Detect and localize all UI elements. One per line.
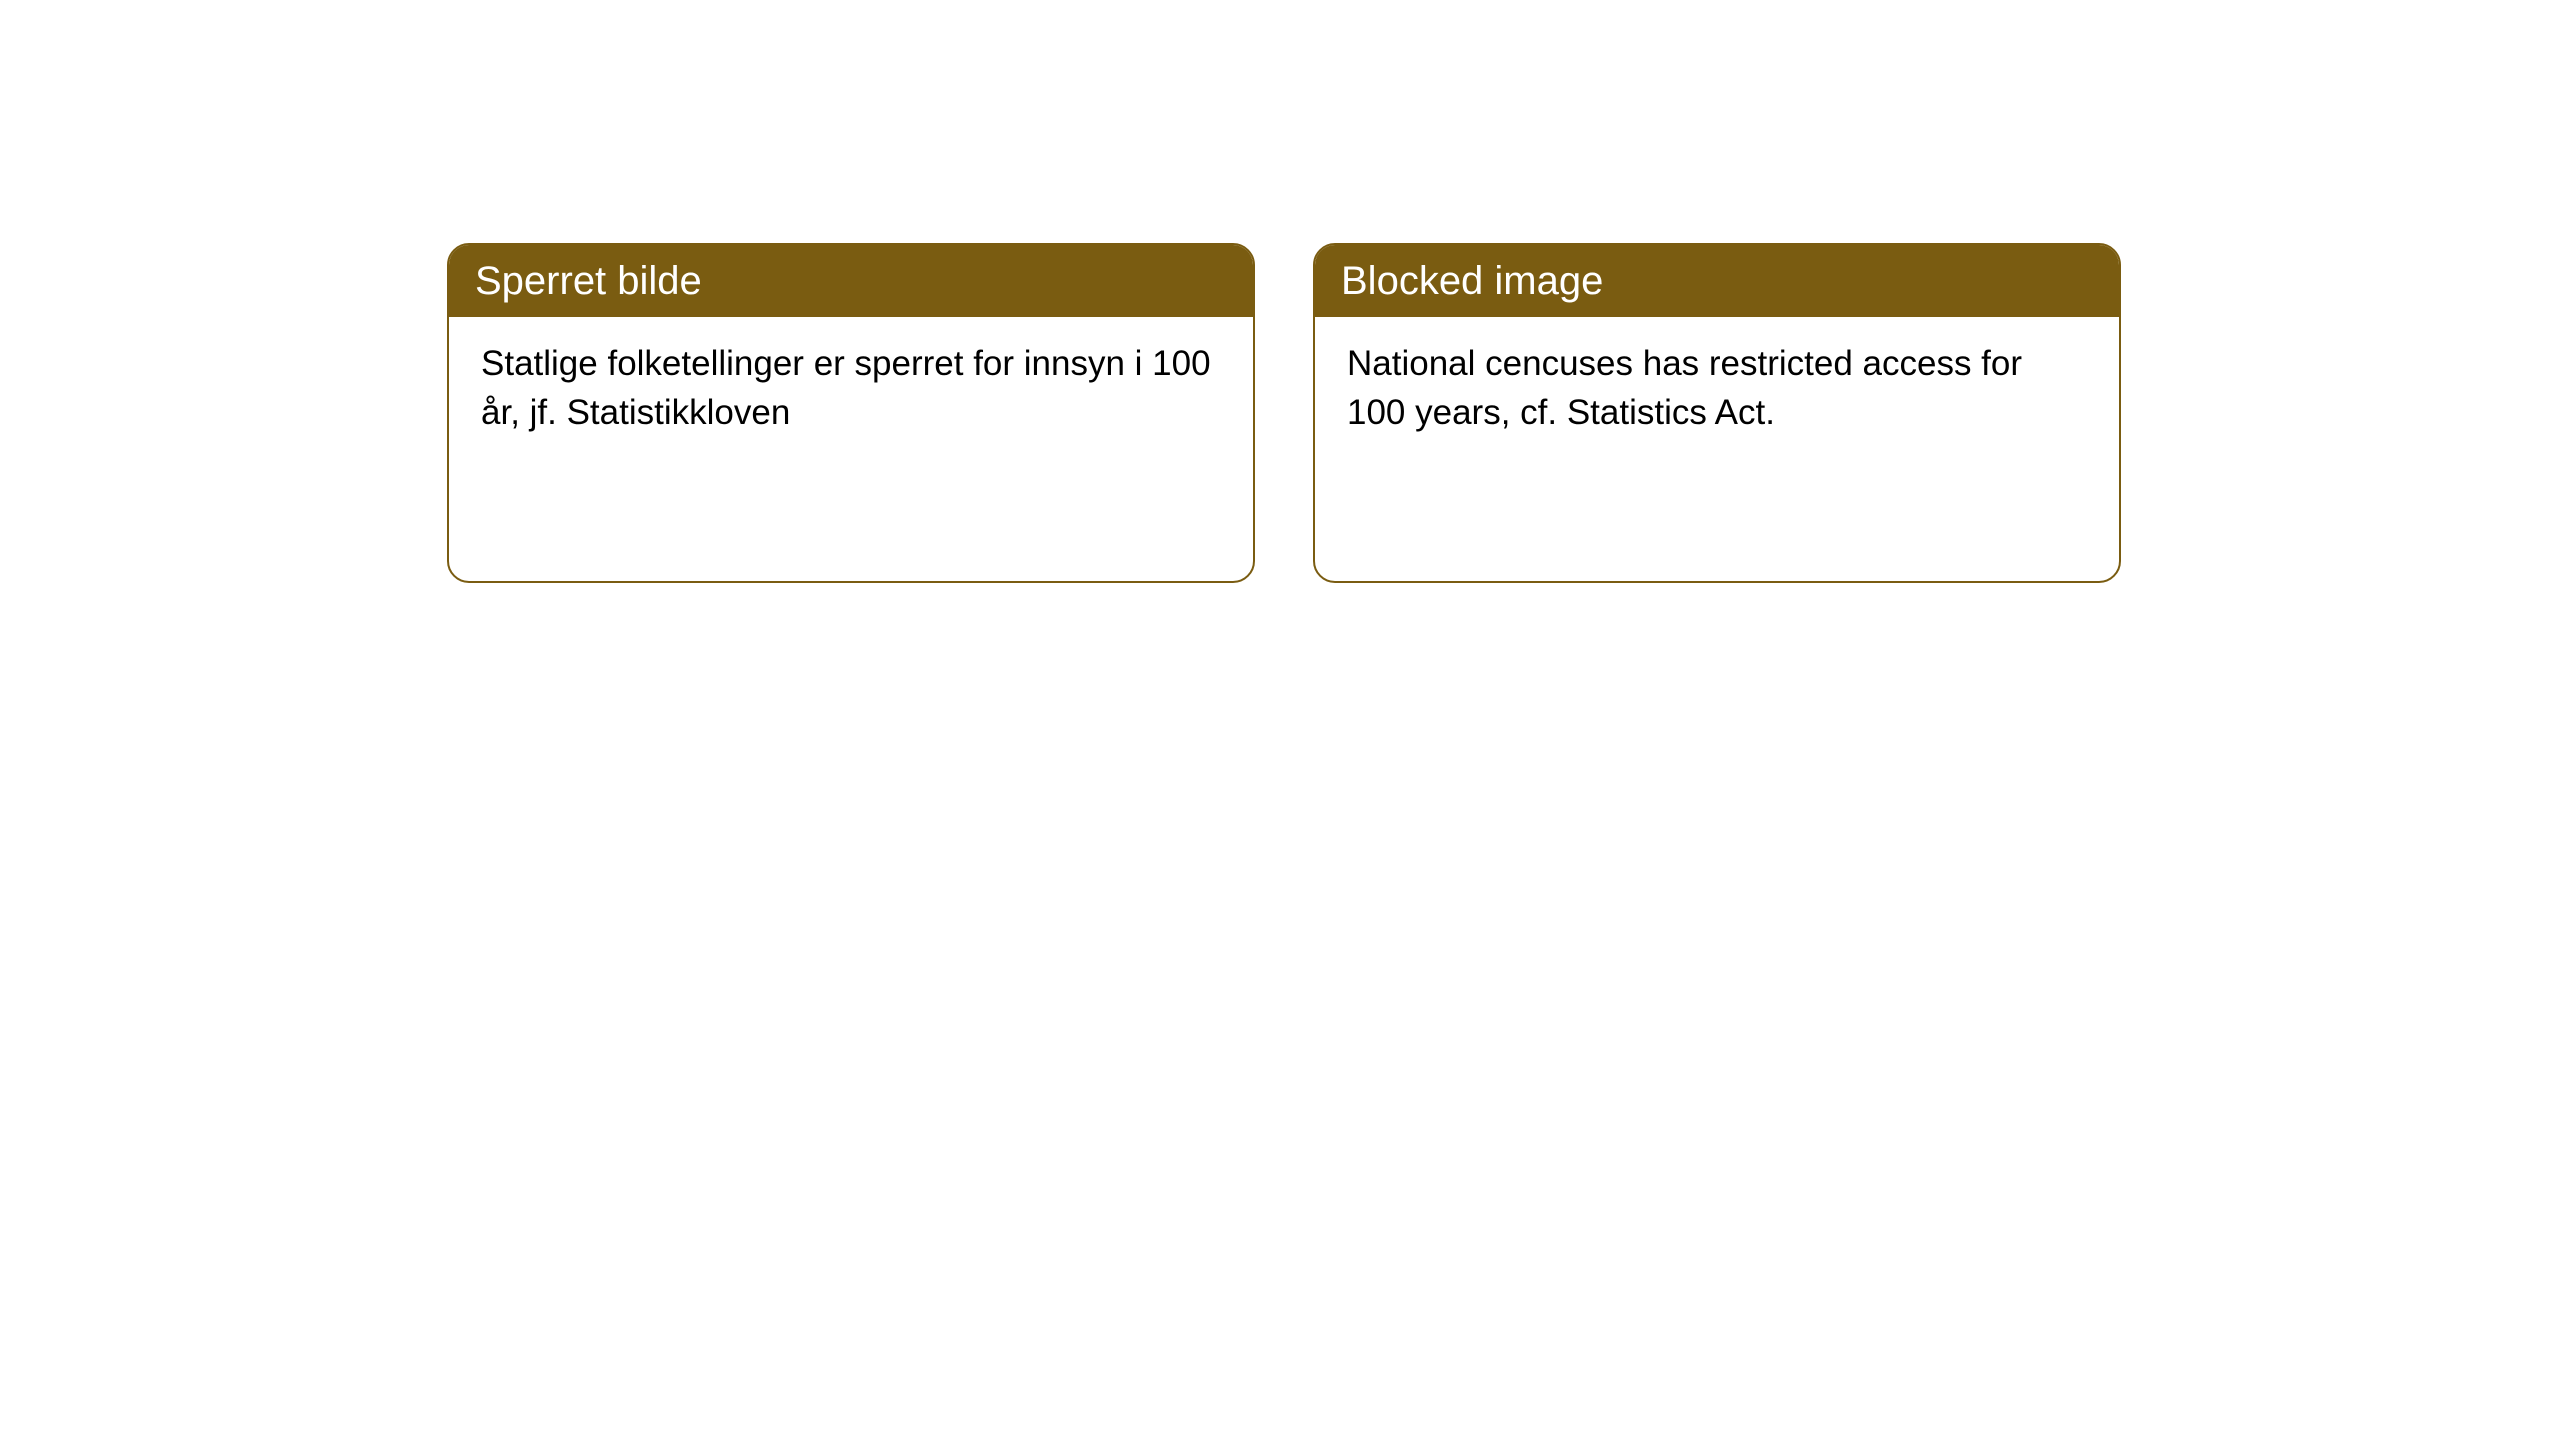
card-body: Statlige folketellinger er sperret for i…	[449, 317, 1253, 459]
card-body: National cencuses has restricted access …	[1315, 317, 2119, 459]
card-header: Sperret bilde	[449, 245, 1253, 317]
info-card-norwegian: Sperret bilde Statlige folketellinger er…	[447, 243, 1255, 583]
card-body-text: National cencuses has restricted access …	[1347, 344, 2022, 432]
card-body-text: Statlige folketellinger er sperret for i…	[481, 344, 1211, 432]
cards-container: Sperret bilde Statlige folketellinger er…	[0, 0, 2560, 583]
info-card-english: Blocked image National cencuses has rest…	[1313, 243, 2121, 583]
card-title: Sperret bilde	[475, 259, 702, 304]
card-header: Blocked image	[1315, 245, 2119, 317]
card-title: Blocked image	[1341, 259, 1603, 304]
